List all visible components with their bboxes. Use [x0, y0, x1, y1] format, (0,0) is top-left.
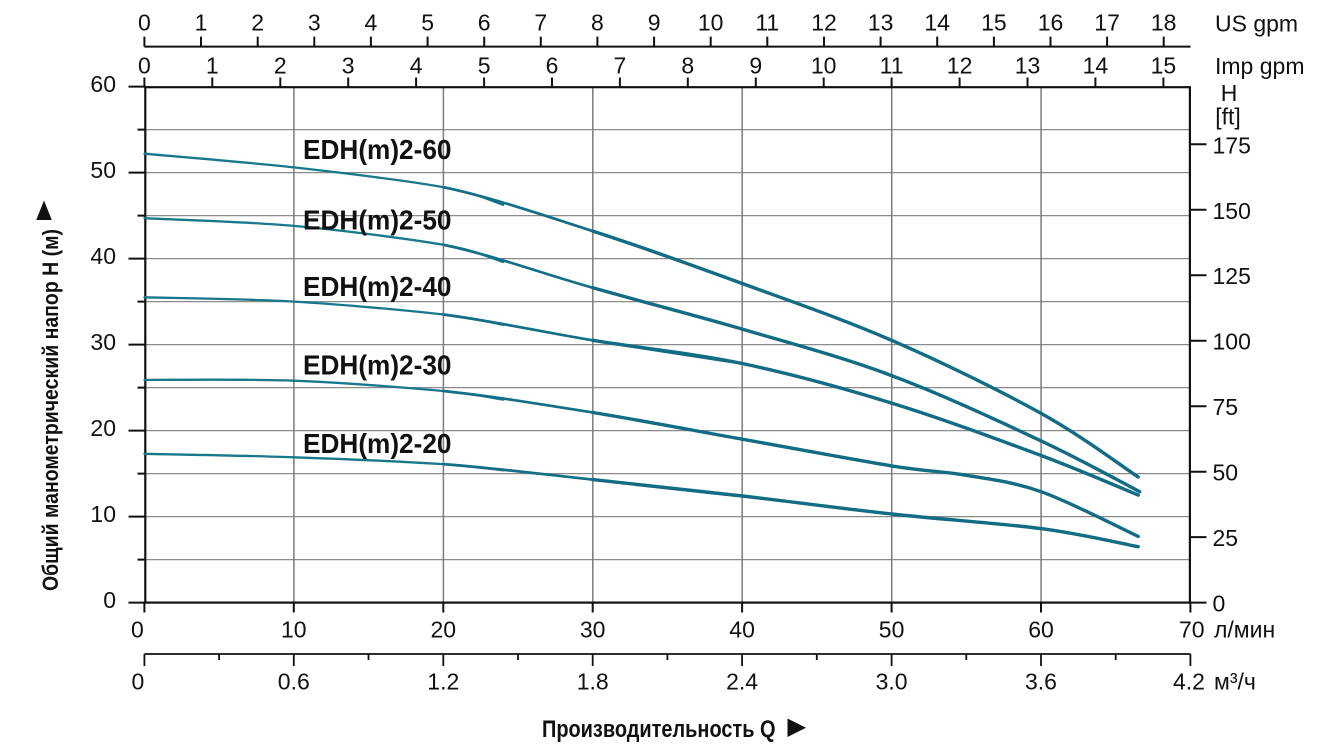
svg-text:м³/ч: м³/ч: [1214, 668, 1256, 694]
svg-text:8: 8: [591, 10, 604, 36]
svg-text:0.6: 0.6: [278, 668, 310, 694]
svg-text:3.6: 3.6: [1025, 668, 1057, 694]
svg-text:18: 18: [1151, 10, 1177, 36]
svg-text:0: 0: [103, 587, 116, 613]
svg-text:70: 70: [1179, 616, 1205, 642]
svg-text:11: 11: [755, 10, 779, 36]
svg-text:0: 0: [131, 616, 144, 642]
svg-text:25: 25: [1213, 525, 1239, 551]
svg-text:1: 1: [206, 52, 219, 78]
svg-text:3.0: 3.0: [876, 668, 908, 694]
svg-text:30: 30: [90, 329, 116, 355]
svg-text:Производительность Q: Производительность Q: [542, 716, 776, 743]
svg-text:50: 50: [879, 616, 905, 642]
svg-text:0: 0: [138, 10, 151, 36]
svg-text:Общий манометрический напор H: Общий манометрический напор H (м): [38, 229, 63, 591]
svg-text:60: 60: [1028, 616, 1054, 642]
svg-text:H: H: [1221, 80, 1238, 106]
svg-text:6: 6: [478, 10, 491, 36]
svg-text:0: 0: [138, 52, 151, 78]
svg-text:11: 11: [880, 52, 904, 78]
svg-text:1.2: 1.2: [427, 668, 459, 694]
svg-text:40: 40: [729, 616, 755, 642]
svg-text:4: 4: [410, 52, 423, 78]
svg-text:12: 12: [947, 52, 973, 78]
svg-text:6: 6: [546, 52, 559, 78]
svg-text:Imp gpm: Imp gpm: [1215, 53, 1304, 79]
svg-text:50: 50: [90, 157, 116, 183]
svg-text:10: 10: [698, 10, 724, 36]
svg-text:9: 9: [749, 52, 762, 78]
svg-text:US gpm: US gpm: [1215, 11, 1298, 37]
svg-text:17: 17: [1094, 10, 1120, 36]
svg-text:10: 10: [281, 616, 307, 642]
svg-text:13: 13: [1015, 52, 1041, 78]
svg-text:50: 50: [1213, 460, 1239, 486]
svg-text:175: 175: [1213, 132, 1251, 158]
svg-text:EDH(m)2-40: EDH(m)2-40: [303, 271, 452, 302]
svg-text:13: 13: [868, 10, 894, 36]
svg-text:EDH(m)2-20: EDH(m)2-20: [303, 428, 452, 459]
svg-text:100: 100: [1213, 329, 1251, 355]
svg-text:16: 16: [1038, 10, 1064, 36]
svg-text:30: 30: [580, 616, 606, 642]
svg-text:60: 60: [90, 71, 116, 97]
svg-text:7: 7: [614, 52, 627, 78]
svg-text:EDH(m)2-60: EDH(m)2-60: [303, 134, 452, 165]
svg-text:0: 0: [1213, 591, 1226, 617]
svg-text:5: 5: [478, 52, 491, 78]
svg-text:[ft]: [ft]: [1215, 104, 1241, 130]
svg-text:75: 75: [1213, 394, 1239, 420]
svg-text:15: 15: [981, 10, 1007, 36]
svg-text:4.2: 4.2: [1173, 668, 1205, 694]
svg-text:EDH(m)2-30: EDH(m)2-30: [303, 349, 452, 380]
svg-text:2: 2: [251, 10, 264, 36]
svg-text:1.8: 1.8: [577, 668, 609, 694]
svg-text:14: 14: [1083, 52, 1109, 78]
svg-text:1: 1: [195, 10, 208, 36]
svg-text:7: 7: [534, 10, 547, 36]
svg-text:3: 3: [342, 52, 355, 78]
svg-text:5: 5: [421, 10, 434, 36]
svg-text:150: 150: [1213, 198, 1251, 224]
svg-text:40: 40: [90, 243, 116, 269]
svg-text:2: 2: [274, 52, 287, 78]
svg-text:20: 20: [431, 616, 457, 642]
svg-text:15: 15: [1151, 52, 1177, 78]
svg-text:10: 10: [90, 501, 116, 527]
svg-text:12: 12: [811, 10, 837, 36]
svg-text:8: 8: [681, 52, 694, 78]
svg-text:0: 0: [132, 668, 145, 694]
svg-text:3: 3: [308, 10, 321, 36]
svg-text:2.4: 2.4: [726, 668, 758, 694]
svg-text:EDH(m)2-50: EDH(m)2-50: [303, 204, 452, 235]
svg-text:10: 10: [811, 52, 837, 78]
svg-text:л/мин: л/мин: [1214, 616, 1275, 642]
svg-text:14: 14: [924, 10, 950, 36]
svg-text:125: 125: [1213, 263, 1251, 289]
svg-text:9: 9: [648, 10, 661, 36]
svg-text:4: 4: [365, 10, 378, 36]
svg-text:20: 20: [90, 415, 116, 441]
